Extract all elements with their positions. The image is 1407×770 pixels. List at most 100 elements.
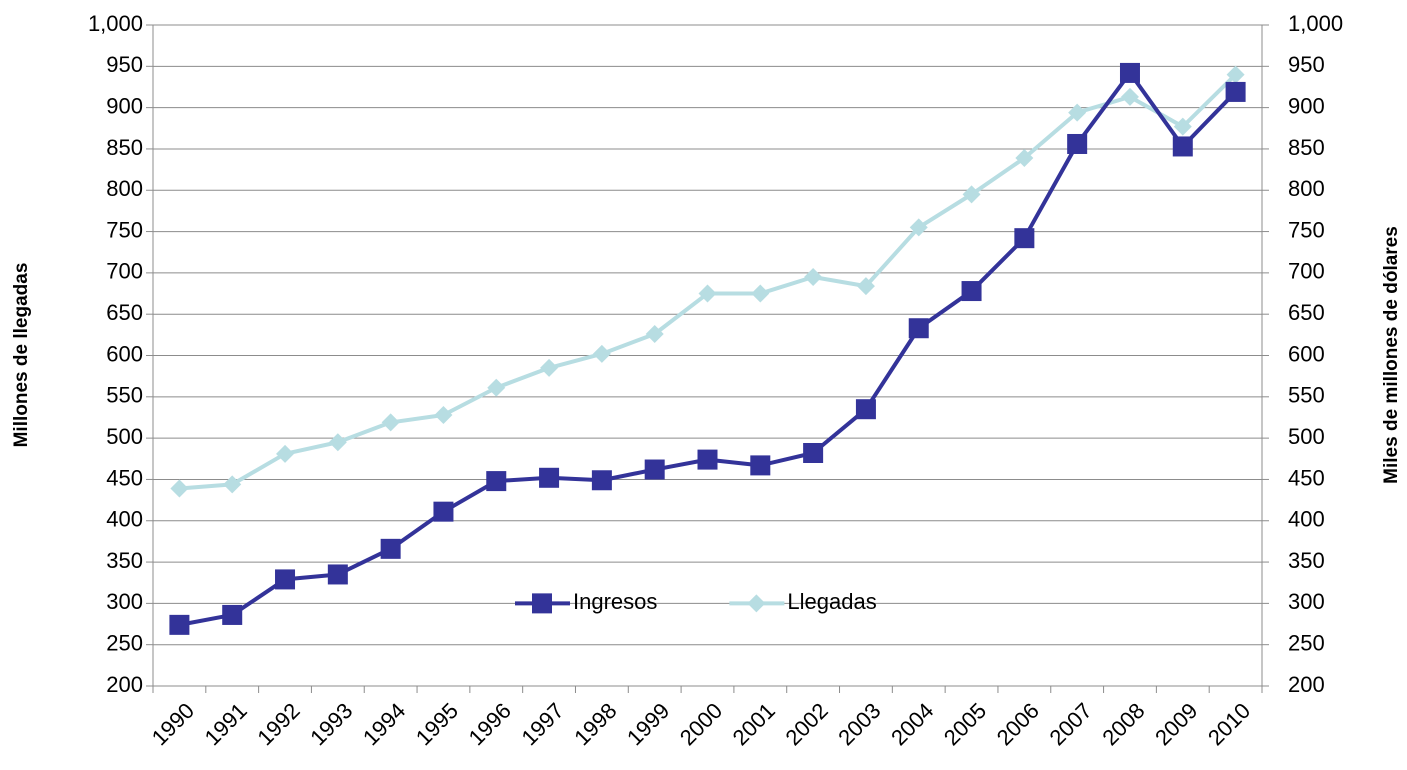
data-point — [380, 538, 401, 559]
y-tick-label: 550 — [106, 383, 143, 408]
data-point — [804, 268, 823, 287]
y-tick-label: 350 — [106, 548, 143, 573]
data-point — [962, 185, 981, 204]
x-tick-label: 1998 — [569, 698, 621, 750]
y2-tick-label: 400 — [1288, 507, 1325, 532]
data-point — [591, 470, 612, 491]
y2-tick-label: 700 — [1288, 259, 1325, 284]
x-tick-label: 1992 — [252, 698, 304, 750]
y-tick-label: 450 — [106, 465, 143, 490]
data-point — [1120, 87, 1139, 106]
data-point — [698, 284, 717, 303]
data-point — [592, 344, 611, 363]
y-tick-label: 300 — [106, 589, 143, 614]
data-point — [1119, 62, 1140, 83]
x-tick-label: 1993 — [305, 698, 357, 750]
data-point — [1068, 103, 1087, 122]
y2-tick-label: 950 — [1288, 52, 1325, 77]
data-point — [275, 569, 296, 590]
legend-label: Llegadas — [787, 589, 876, 614]
data-point — [434, 405, 453, 424]
data-point — [169, 614, 190, 635]
data-point — [644, 459, 665, 480]
y-tick-label: 700 — [106, 259, 143, 284]
data-point — [276, 444, 295, 463]
data-point — [1067, 133, 1088, 154]
y-axis-title: Millones de llegadas — [11, 263, 32, 448]
x-tick-label: 2010 — [1203, 698, 1255, 750]
x-tick-label: 2004 — [886, 698, 938, 750]
y2-tick-label: 200 — [1288, 672, 1325, 697]
y2-tick-label: 300 — [1288, 589, 1325, 614]
legend-label: Ingresos — [573, 589, 657, 614]
data-point — [487, 378, 506, 397]
x-tick-label: 1990 — [147, 698, 199, 750]
x-tick-label: 2009 — [1150, 698, 1202, 750]
data-point — [327, 564, 348, 585]
data-point — [1225, 81, 1246, 102]
y2-tick-label: 1,000 — [1288, 11, 1343, 36]
y2-tick-label: 550 — [1288, 383, 1325, 408]
y2-tick-label: 850 — [1288, 135, 1325, 160]
y2-tick-label: 650 — [1288, 300, 1325, 325]
y2-axis-title: Miles de millones de dólares — [1381, 226, 1402, 484]
y-tick-label: 650 — [106, 300, 143, 325]
y2-tick-label: 800 — [1288, 176, 1325, 201]
y-tick-label: 950 — [106, 52, 143, 77]
y-tick-label: 400 — [106, 507, 143, 532]
y2-tick-label: 250 — [1288, 631, 1325, 656]
data-point — [223, 475, 242, 494]
x-tick-label: 1994 — [358, 698, 410, 750]
x-tick-label: 2001 — [728, 698, 780, 750]
legend-marker — [532, 593, 552, 614]
data-point — [803, 442, 824, 463]
series-line — [179, 70, 1238, 627]
x-tick-label: 2003 — [833, 698, 885, 750]
y-tick-label: 1,000 — [88, 11, 143, 36]
y2-tick-label: 350 — [1288, 548, 1325, 573]
data-point — [961, 281, 982, 302]
data-point — [697, 449, 718, 470]
x-tick-label: 1996 — [464, 698, 516, 750]
data-point — [433, 501, 454, 522]
y-tick-label: 800 — [106, 176, 143, 201]
data-point — [381, 413, 400, 432]
data-point — [645, 325, 664, 344]
data-point — [1172, 136, 1193, 157]
y-tick-label: 500 — [106, 424, 143, 449]
data-point — [856, 277, 875, 296]
x-tick-label: 1995 — [411, 698, 463, 750]
y-tick-label: 200 — [106, 672, 143, 697]
x-tick-label: 2002 — [780, 698, 832, 750]
data-point — [1014, 228, 1035, 249]
x-tick-label: 1997 — [516, 698, 568, 750]
x-tick-label: 1991 — [200, 698, 252, 750]
x-tick-label: 2005 — [939, 698, 991, 750]
data-point — [222, 604, 243, 625]
y-tick-label: 600 — [106, 341, 143, 366]
data-point — [908, 318, 929, 339]
x-tick-label: 2006 — [992, 698, 1044, 750]
y2-tick-label: 750 — [1288, 217, 1325, 242]
y2-tick-label: 450 — [1288, 465, 1325, 490]
legend: Ingresos Llegadas — [515, 589, 877, 614]
y2-tick-label: 900 — [1288, 93, 1325, 118]
x-tick-label: 2008 — [1097, 698, 1149, 750]
data-point — [540, 358, 559, 377]
y2-tick-label: 500 — [1288, 424, 1325, 449]
data-point — [1173, 117, 1192, 136]
x-tick-label: 2000 — [675, 698, 727, 750]
legend-marker — [747, 594, 766, 613]
data-point — [1015, 149, 1034, 168]
data-point — [909, 218, 928, 237]
data-point — [751, 284, 770, 303]
data-point — [170, 479, 189, 498]
y2-tick-label: 600 — [1288, 341, 1325, 366]
y-tick-label: 850 — [106, 135, 143, 160]
x-tick-label: 1999 — [622, 698, 674, 750]
y-tick-label: 750 — [106, 217, 143, 242]
data-point — [328, 433, 347, 452]
data-point — [539, 467, 560, 488]
data-point — [750, 455, 771, 476]
